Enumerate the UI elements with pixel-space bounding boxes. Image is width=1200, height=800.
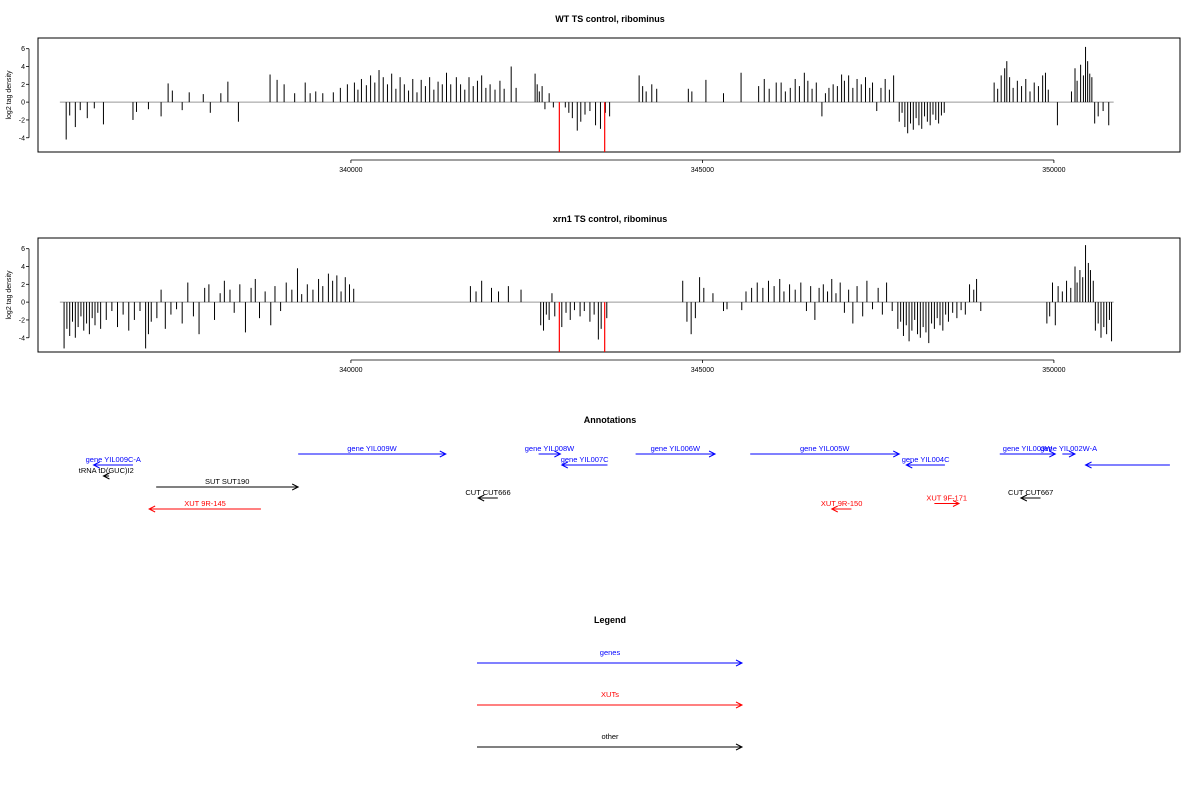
legend-label-other: other xyxy=(601,732,619,741)
annotation-gene-yil002w-a-label: gene YIL002W-A xyxy=(1040,444,1097,453)
wt-marks: -4 -2 0 2 4 6 340000 345000 350000 xyxy=(19,46,1114,174)
annotation-xut-9r-150-label: XUT 9R-150 xyxy=(821,499,863,508)
wt-y-tick-label: 0 xyxy=(21,100,25,107)
wt-y-tick-label: 2 xyxy=(21,82,25,89)
xrn1-x-tick-label: 340000 xyxy=(339,367,362,374)
legend: Legend genes XUTs other xyxy=(477,615,744,751)
xrn1-y-tick-label: -4 xyxy=(19,335,25,342)
annotation-sut-sut190-head xyxy=(291,483,300,491)
wt-chart-panel: WT TS control, ribominus log2 tag densit… xyxy=(6,14,1181,174)
xrn1-y-tick-label: 6 xyxy=(21,246,25,253)
annotation-gene-yil008w-label: gene YIL008W xyxy=(525,444,575,453)
legend-arrow-genes-head xyxy=(735,659,744,667)
xrn1-plot-frame xyxy=(37,237,1181,353)
annotation-xut-9r-150-head xyxy=(830,505,838,513)
annotation-cut-cut667-label: CUT CUT667 xyxy=(1008,488,1053,497)
annotation-xut-9f-171-label: XUT 9F-171 xyxy=(926,494,967,503)
wt-x-tick-label: 340000 xyxy=(339,167,362,174)
wt-y-axis-label: log2 tag density xyxy=(6,70,13,120)
annotation-xut-9r-145-label: XUT 9R-145 xyxy=(184,499,226,508)
xrn1-x-tick-label: 345000 xyxy=(691,367,714,374)
annotation-gene-yil007c-head xyxy=(560,461,569,469)
annotation-trna-td-guc-i2-label: tRNA tD(GUC)I2 xyxy=(79,466,134,475)
xrn1-y-tick-label: 4 xyxy=(21,264,25,271)
xrn1-chart-title: xrn1 TS control, ribominus xyxy=(553,214,668,224)
wt-x-tick-label: 345000 xyxy=(691,167,714,174)
annotation-gene-yil005w-label: gene YIL005W xyxy=(800,444,850,453)
legend-entries: genes XUTs other xyxy=(477,648,744,751)
annotation-gene-yil004c-head xyxy=(905,461,913,469)
wt-y-tick-label: -4 xyxy=(19,135,25,142)
annotation-cut-cut667-head xyxy=(1019,494,1028,502)
annotation-xut-9f-171-head xyxy=(952,500,961,507)
legend-label-genes: genes xyxy=(600,648,621,657)
wt-y-tick-label: 6 xyxy=(21,46,25,53)
annotation-gene-yil007c-label: gene YIL007C xyxy=(561,455,609,464)
xrn1-y-tick-label: 2 xyxy=(21,282,25,289)
xrn1-y-axis-label: log2 tag density xyxy=(6,270,13,320)
wt-y-tick-label: -2 xyxy=(19,117,25,124)
annotation-cut-cut666-head xyxy=(477,494,485,502)
annotation-gene-yil009w-label: gene YIL009W xyxy=(347,444,397,453)
annotation-trna-td-guc-i2-head xyxy=(102,472,110,480)
annotation-xut-9r-145-head xyxy=(148,505,156,513)
xrn1-y-tick-label: 0 xyxy=(21,300,25,307)
annotation-gene-yil006w-head xyxy=(708,450,717,458)
annotation-gene-yil008w-head xyxy=(554,450,562,458)
annotation-gene-yil009c-a-label: gene YIL009C-A xyxy=(86,455,141,464)
annotation-cut-cut666-label: CUT CUT666 xyxy=(465,488,510,497)
annotation-marks: gene YIL009C-A gene YIL009W gene YIL008W ge… xyxy=(79,444,1170,513)
wt-chart-title: WT TS control, ribominus xyxy=(555,14,665,24)
annotation-gene-yil009c-a-head xyxy=(92,461,100,469)
annotation-gene-yil004c-label: gene YIL004C xyxy=(902,455,950,464)
wt-y-tick-label: 4 xyxy=(21,64,25,71)
annotation-gene-yil006w-label: gene YIL006W xyxy=(651,444,701,453)
annotations-title: Annotations xyxy=(584,415,637,425)
xrn1-marks: -4 -2 0 2 4 6 340000 345000 350000 xyxy=(19,245,1114,374)
xrn1-chart-panel: xrn1 TS control, ribominus log2 tag dens… xyxy=(6,214,1181,374)
annotation-gene-yil003w-label: gene YIL003W xyxy=(1003,444,1053,453)
annotation-gene-yil002w-a-head xyxy=(1068,450,1077,458)
legend-arrow-other-head xyxy=(735,743,744,751)
xrn1-y-tick-label: -2 xyxy=(19,317,25,324)
annotation-gene-yil009w-head xyxy=(439,450,447,458)
annotation-gene-yil005w-head xyxy=(893,450,901,458)
annotation-sut-sut190-label: SUT SUT190 xyxy=(205,477,249,486)
annotation-unlabeled-head xyxy=(1084,461,1092,469)
wt-plot-frame xyxy=(37,37,1181,153)
legend-label-XUTs: XUTs xyxy=(601,690,619,699)
xrn1-x-tick-label: 350000 xyxy=(1042,367,1065,374)
legend-title: Legend xyxy=(594,615,626,625)
wt-x-tick-label: 350000 xyxy=(1042,167,1065,174)
legend-arrow-XUTs-head xyxy=(735,701,744,709)
annotation-gene-yil003w-head xyxy=(1049,450,1057,458)
